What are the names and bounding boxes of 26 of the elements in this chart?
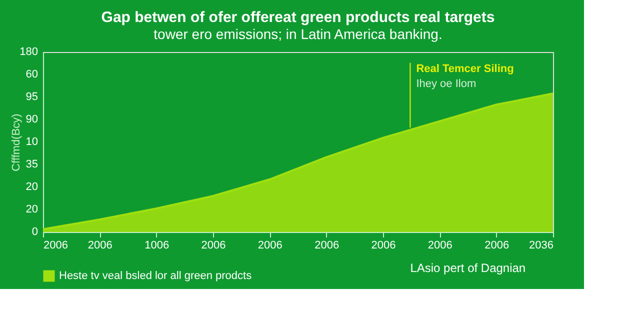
legend-label: Heste tv veal bsled lor all green prodcts xyxy=(59,270,252,282)
text: 0 xyxy=(32,226,38,238)
text: 20 xyxy=(26,181,38,193)
x-tick-label: 2006 xyxy=(484,240,510,252)
text: 35 xyxy=(26,158,38,170)
text: 95 xyxy=(26,91,38,103)
text: Ihey oe Ilom xyxy=(416,78,476,90)
text: 60 xyxy=(26,68,38,80)
x-tick-label: 2006 xyxy=(201,240,226,252)
chart-title: Gap betwen of ofer offereat green products real targets xyxy=(101,9,495,26)
text: LAsio pert of Dagnian xyxy=(410,261,526,275)
text: 180 xyxy=(20,46,38,58)
y-axis-title: Cfffmd(Bcy) xyxy=(10,114,22,172)
x-tick-label: 2006 xyxy=(88,240,112,252)
x-tick-label: 2036 xyxy=(529,240,554,252)
x-tick-label: 2006 xyxy=(314,240,340,252)
x-tick-label: 2006 xyxy=(44,240,68,252)
text: 10 xyxy=(26,136,38,148)
x-tick-label: 2006 xyxy=(428,240,452,252)
text: 90 xyxy=(26,114,38,126)
x-tick-label: 2006 xyxy=(258,240,282,252)
x-tick-label: 2006 xyxy=(371,240,396,252)
text: 20 xyxy=(26,204,38,216)
chart-subtitle: tower ero emissions; in Latin America banking. xyxy=(154,26,442,42)
x-tick-label: 1006 xyxy=(144,240,170,252)
text: Real Temcer Siling xyxy=(416,62,514,75)
